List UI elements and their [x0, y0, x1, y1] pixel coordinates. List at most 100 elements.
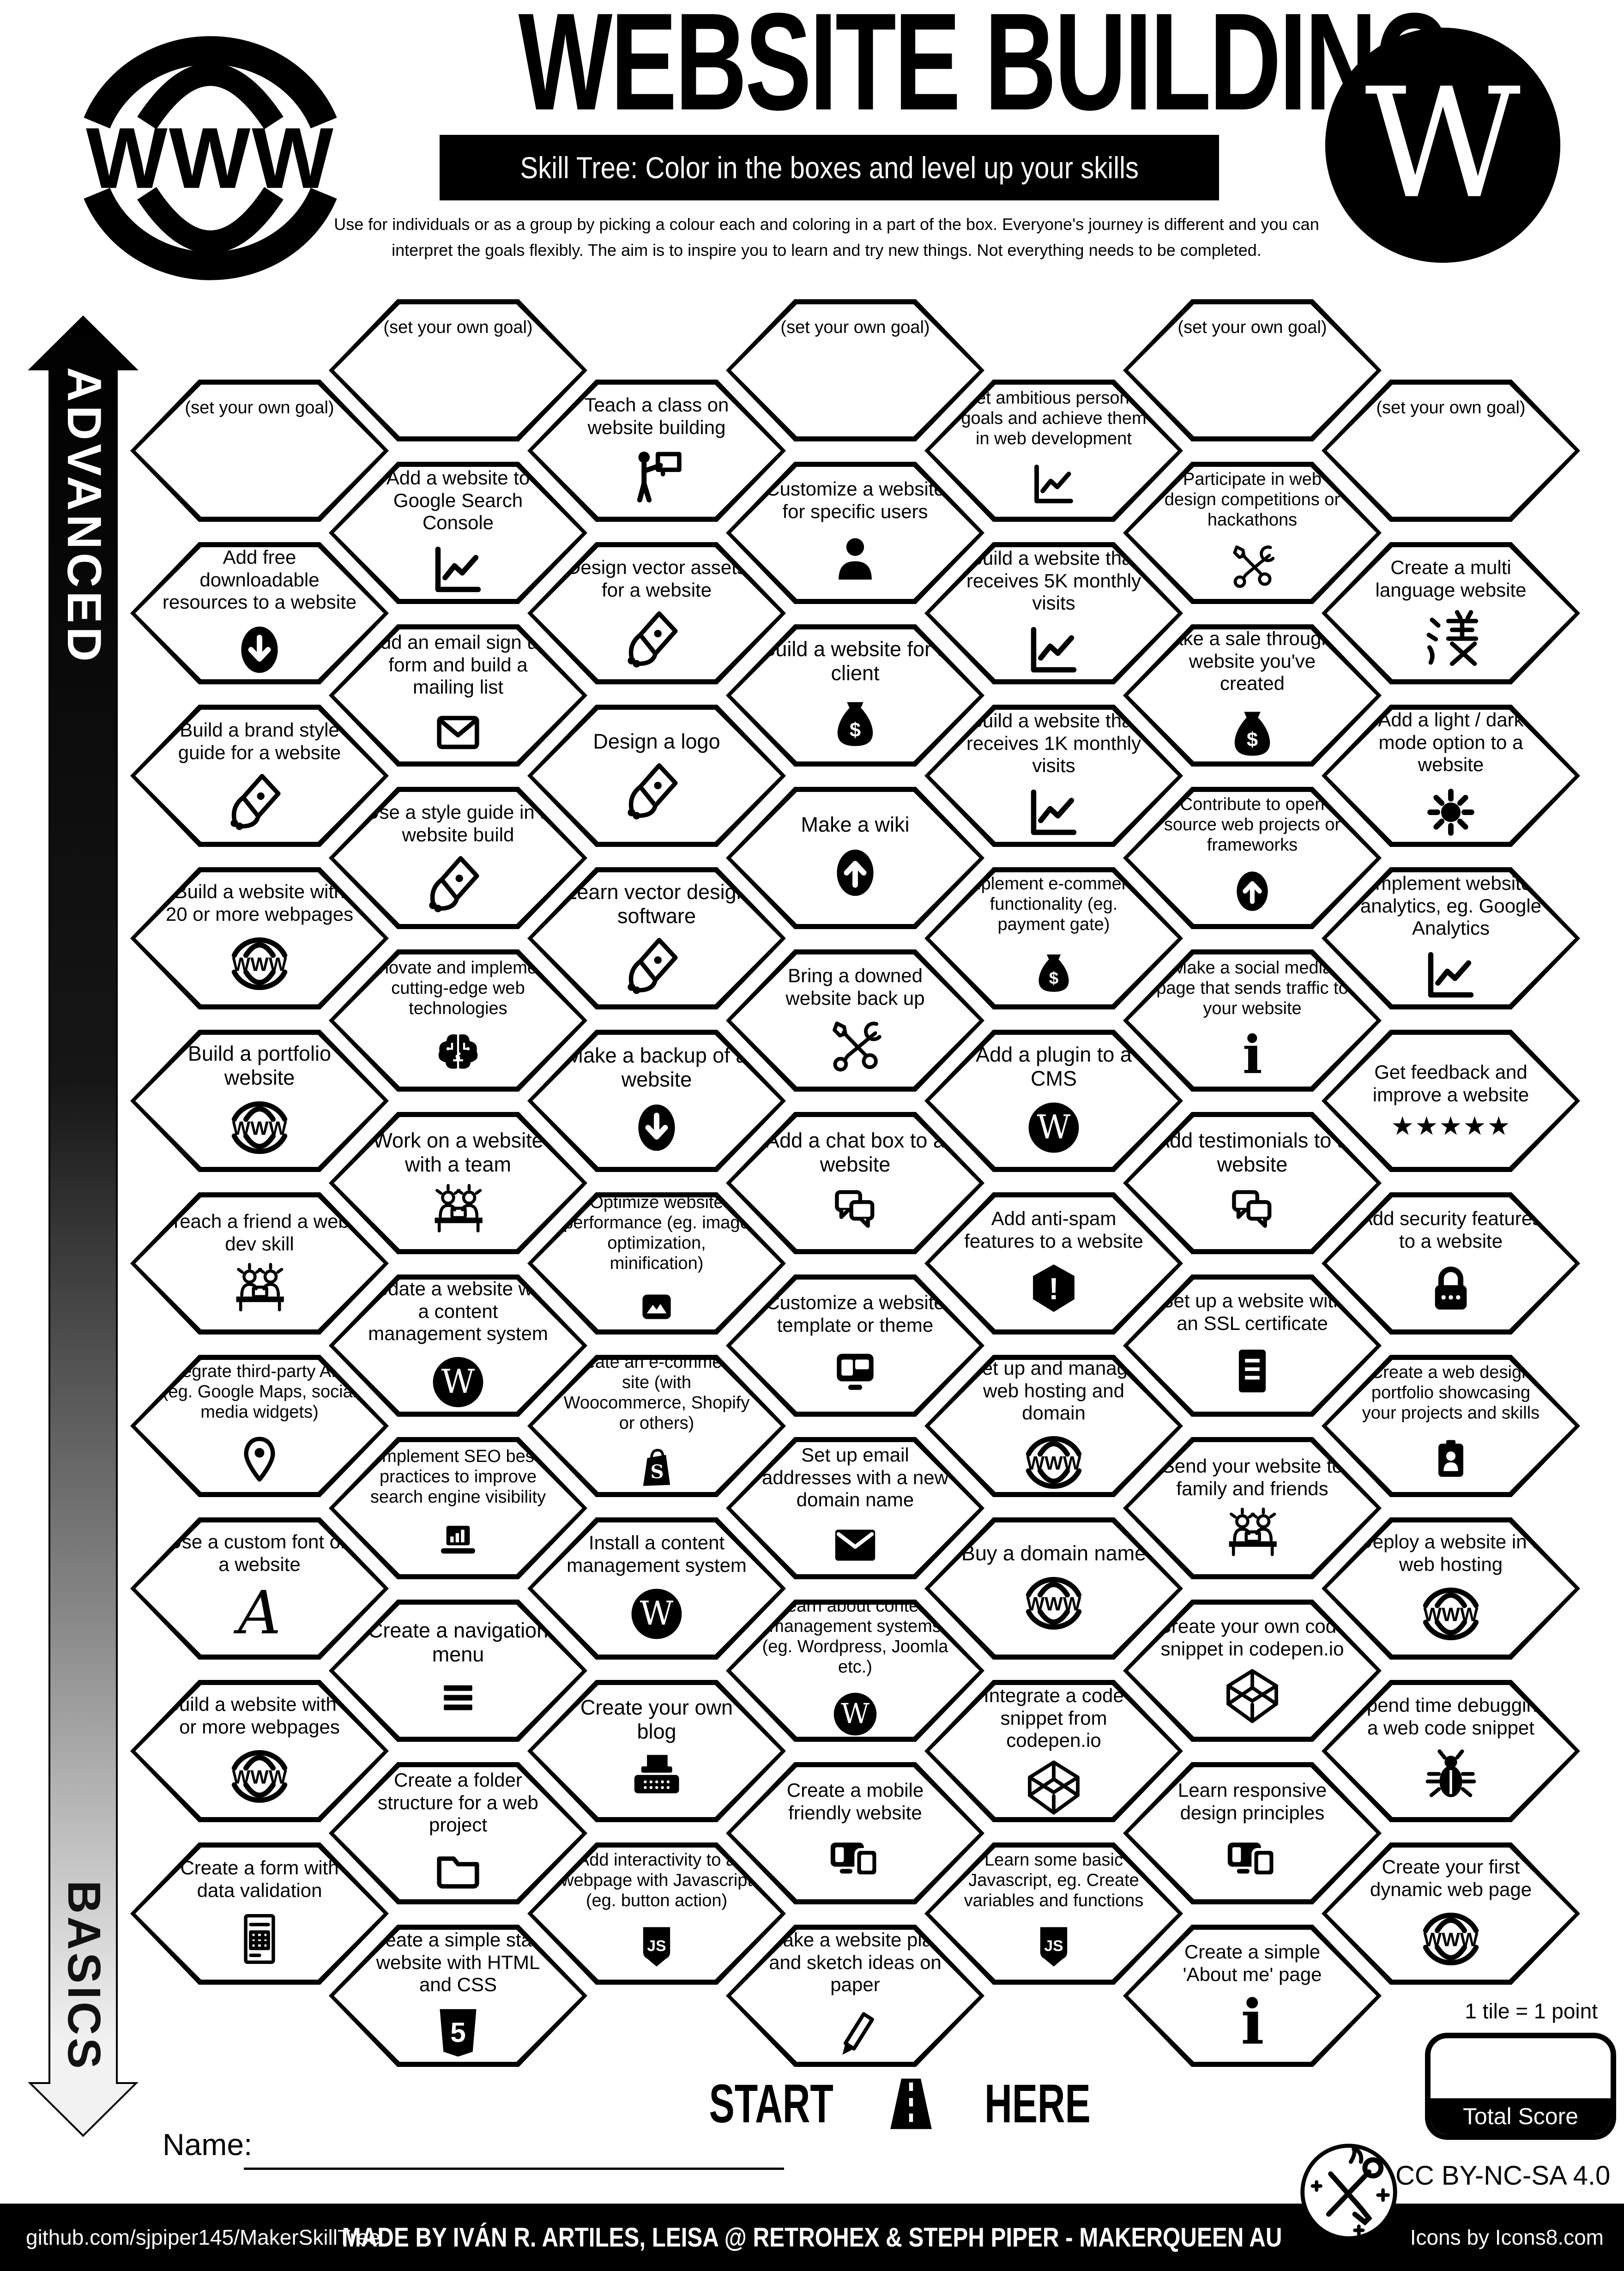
- start-label: START: [709, 2073, 833, 2134]
- skill-hexagon: Make a backup of a website: [527, 1030, 786, 1172]
- info-icon: i: [1237, 1029, 1267, 1079]
- hexagon-label: Bring a downed website back up: [785, 965, 925, 1009]
- svg-text:S: S: [651, 1461, 664, 1483]
- hexagon-label: Add a chat box to a website: [766, 1128, 945, 1176]
- hexagon-label: Add an email sign up form and build a ma…: [367, 631, 549, 698]
- hexagon-label: Design vector assets for a website: [567, 556, 747, 601]
- hexagon-label: Update a website with a content manageme…: [363, 1277, 553, 1345]
- svg-text:WWW: WWW: [232, 953, 287, 975]
- description-line: Use for individuals or as a group by pic…: [334, 215, 1319, 234]
- hexagon-label: Implement e-commerce functionality (eg. …: [961, 874, 1146, 935]
- skill-hexagon: (set your own goal): [1123, 299, 1382, 441]
- hexagon-label: Participate in web design competitions o…: [1164, 469, 1340, 530]
- responsive-icon: [824, 1830, 887, 1887]
- basics-label: BASICS: [58, 1880, 110, 2072]
- svg-text:WWW: WWW: [1026, 1452, 1081, 1474]
- hexagon-label: Make a website plan and sketch ideas on …: [767, 1928, 944, 1996]
- globe-www-icon: WWW: [227, 1095, 292, 1160]
- hexagon-label: Create a navigation menu: [368, 1618, 549, 1666]
- hexagon-label: Add security features to a website: [1359, 1208, 1542, 1252]
- svg-text:$: $: [850, 719, 861, 741]
- skill-hexagon: Create a web design portfolio showcasing…: [1322, 1355, 1580, 1497]
- skill-hexagon: Set up email addresses with a new domain…: [726, 1437, 984, 1579]
- skill-hexagon: Set up a website with an SSL certificate: [1123, 1274, 1382, 1417]
- skill-hexagon: Learn vector design software: [527, 867, 786, 1009]
- skill-hexagon: Teach a friend a web dev skill: [130, 1192, 389, 1335]
- chart-icon: [1024, 783, 1083, 842]
- skill-hexagon: (set your own goal): [329, 299, 587, 441]
- license-label: CC BY-NC-SA 4.0: [1395, 2161, 1611, 2191]
- skill-hexagon: Bring a downed website back up: [726, 949, 984, 1092]
- score-write-in-area: [1431, 2038, 1611, 2098]
- skill-hexagon: (set your own goal): [1322, 380, 1580, 522]
- skill-hexagon: Create a form with data validation: [130, 1842, 389, 1985]
- hexagon-label: Contribute to open source web projects o…: [1164, 794, 1341, 855]
- maker-badge-icon: [1300, 2144, 1397, 2241]
- globe-www-icon: WWW: [1419, 1907, 1483, 1971]
- hexagon-label: Create a multi language website: [1375, 556, 1527, 601]
- skill-hexagon: Create your own blog: [527, 1680, 786, 1822]
- team-icon: [226, 1261, 293, 1317]
- hexagon-label: Create a mobile friendly website: [786, 1779, 924, 1824]
- svg-text:WWW: WWW: [1424, 1603, 1479, 1625]
- hexagon-label: Create a web design portfolio showcasing…: [1362, 1362, 1540, 1423]
- skill-hexagon: Make a social media page that sends traf…: [1123, 949, 1382, 1092]
- skill-hexagon: (set your own goal): [726, 299, 984, 441]
- hexagon-label: Create an e-commerce site (with Woocomme…: [563, 1352, 750, 1433]
- skill-hexagon: Add an email sign up form and build a ma…: [329, 624, 587, 767]
- money-bag-icon: $: [824, 691, 887, 754]
- skill-hexagon: Send your website to family and friends: [1123, 1437, 1382, 1579]
- hexagon-label: Innovate and implement cutting-edge web …: [364, 958, 552, 1019]
- svg-text:WWW: WWW: [86, 110, 335, 206]
- map-pin-icon: [233, 1432, 286, 1486]
- vector-pen-icon: [625, 759, 688, 822]
- hexagon-label: Create a simple static website with HTML…: [365, 1928, 551, 1996]
- svg-text:W: W: [441, 1362, 475, 1401]
- kanji-icon: [1419, 607, 1482, 670]
- hexagon-label: Learn some basic Javascript, eg. Create …: [964, 1850, 1144, 1911]
- total-score-label: Total Score: [1431, 2098, 1611, 2134]
- skill-hexagon: Create a navigation menu: [329, 1600, 587, 1742]
- wordpress-icon: W: [625, 1582, 688, 1645]
- menu-icon: [433, 1672, 483, 1723]
- chart-icon: [1421, 945, 1480, 1004]
- globe-www-icon: WWW: [227, 931, 292, 996]
- cursive-a-icon: A: [227, 1582, 292, 1646]
- description-line: interpret the goals flexibly. The aim is…: [392, 240, 1262, 260]
- hexagon-label: Integrate third-party APIs (eg. Google M…: [162, 1361, 357, 1422]
- vector-pen-icon: [427, 852, 489, 915]
- skill-hexagon: Create your own code snippet in codepen.…: [1123, 1600, 1382, 1742]
- svg-text:WWW: WWW: [232, 1117, 287, 1139]
- vector-pen-icon: [625, 607, 688, 670]
- svg-text:W: W: [1365, 56, 1521, 232]
- upload-icon: [1226, 865, 1278, 917]
- subtitle-banner: Skill Tree: Color in the boxes and level…: [440, 135, 1219, 200]
- hexagon-label: Create your own code snippet in codepen.…: [1157, 1615, 1347, 1660]
- skill-hexagon: Learn some basic Javascript, eg. Create …: [924, 1842, 1183, 1985]
- skill-hexagon: Customize a website template or theme: [726, 1274, 984, 1417]
- skill-hexagon: Make a sale through a website you've cre…: [1123, 624, 1382, 767]
- skill-hexagon: Customize a website for specific users: [726, 462, 984, 604]
- chat-icon: [827, 1182, 883, 1238]
- level-axis-arrow: [28, 315, 139, 2137]
- skill-hexagon: Add testimonials to a website: [1123, 1112, 1382, 1254]
- envelope-icon: [430, 704, 486, 760]
- skill-hexagon: Buy a domain name WWW: [924, 1517, 1183, 1660]
- hexagon-label: Create a folder structure for a web proj…: [378, 1769, 538, 1836]
- skill-hexagon: Participate in web design competitions o…: [1123, 462, 1382, 604]
- globe-www-icon: WWW: [1021, 1571, 1086, 1636]
- svg-text:JS: JS: [1044, 1938, 1063, 1955]
- skill-hexagon: Set ambitious personal goals and achieve…: [924, 380, 1183, 522]
- svg-text:i: i: [1243, 1029, 1262, 1079]
- hexagon-label: Teach a friend a web dev skill: [170, 1210, 349, 1255]
- info-icon: i: [1235, 1992, 1270, 2051]
- hexagon-label: Add anti-spam features to a website: [964, 1208, 1143, 1252]
- skill-hexagon: Update a website with a content manageme…: [329, 1274, 587, 1417]
- hexagon-label: (set your own goal): [185, 398, 334, 417]
- usage-description: Use for individuals or as a group by pic…: [296, 211, 1358, 263]
- hexagon-label: Customize a website template or theme: [766, 1292, 945, 1336]
- hexagon-label: Create a form with data validation: [180, 1857, 339, 1901]
- svg-text:i: i: [1241, 1992, 1264, 2051]
- hexagon-label: Learn about content management systems (…: [762, 1596, 948, 1677]
- svg-text:5: 5: [450, 2017, 466, 2048]
